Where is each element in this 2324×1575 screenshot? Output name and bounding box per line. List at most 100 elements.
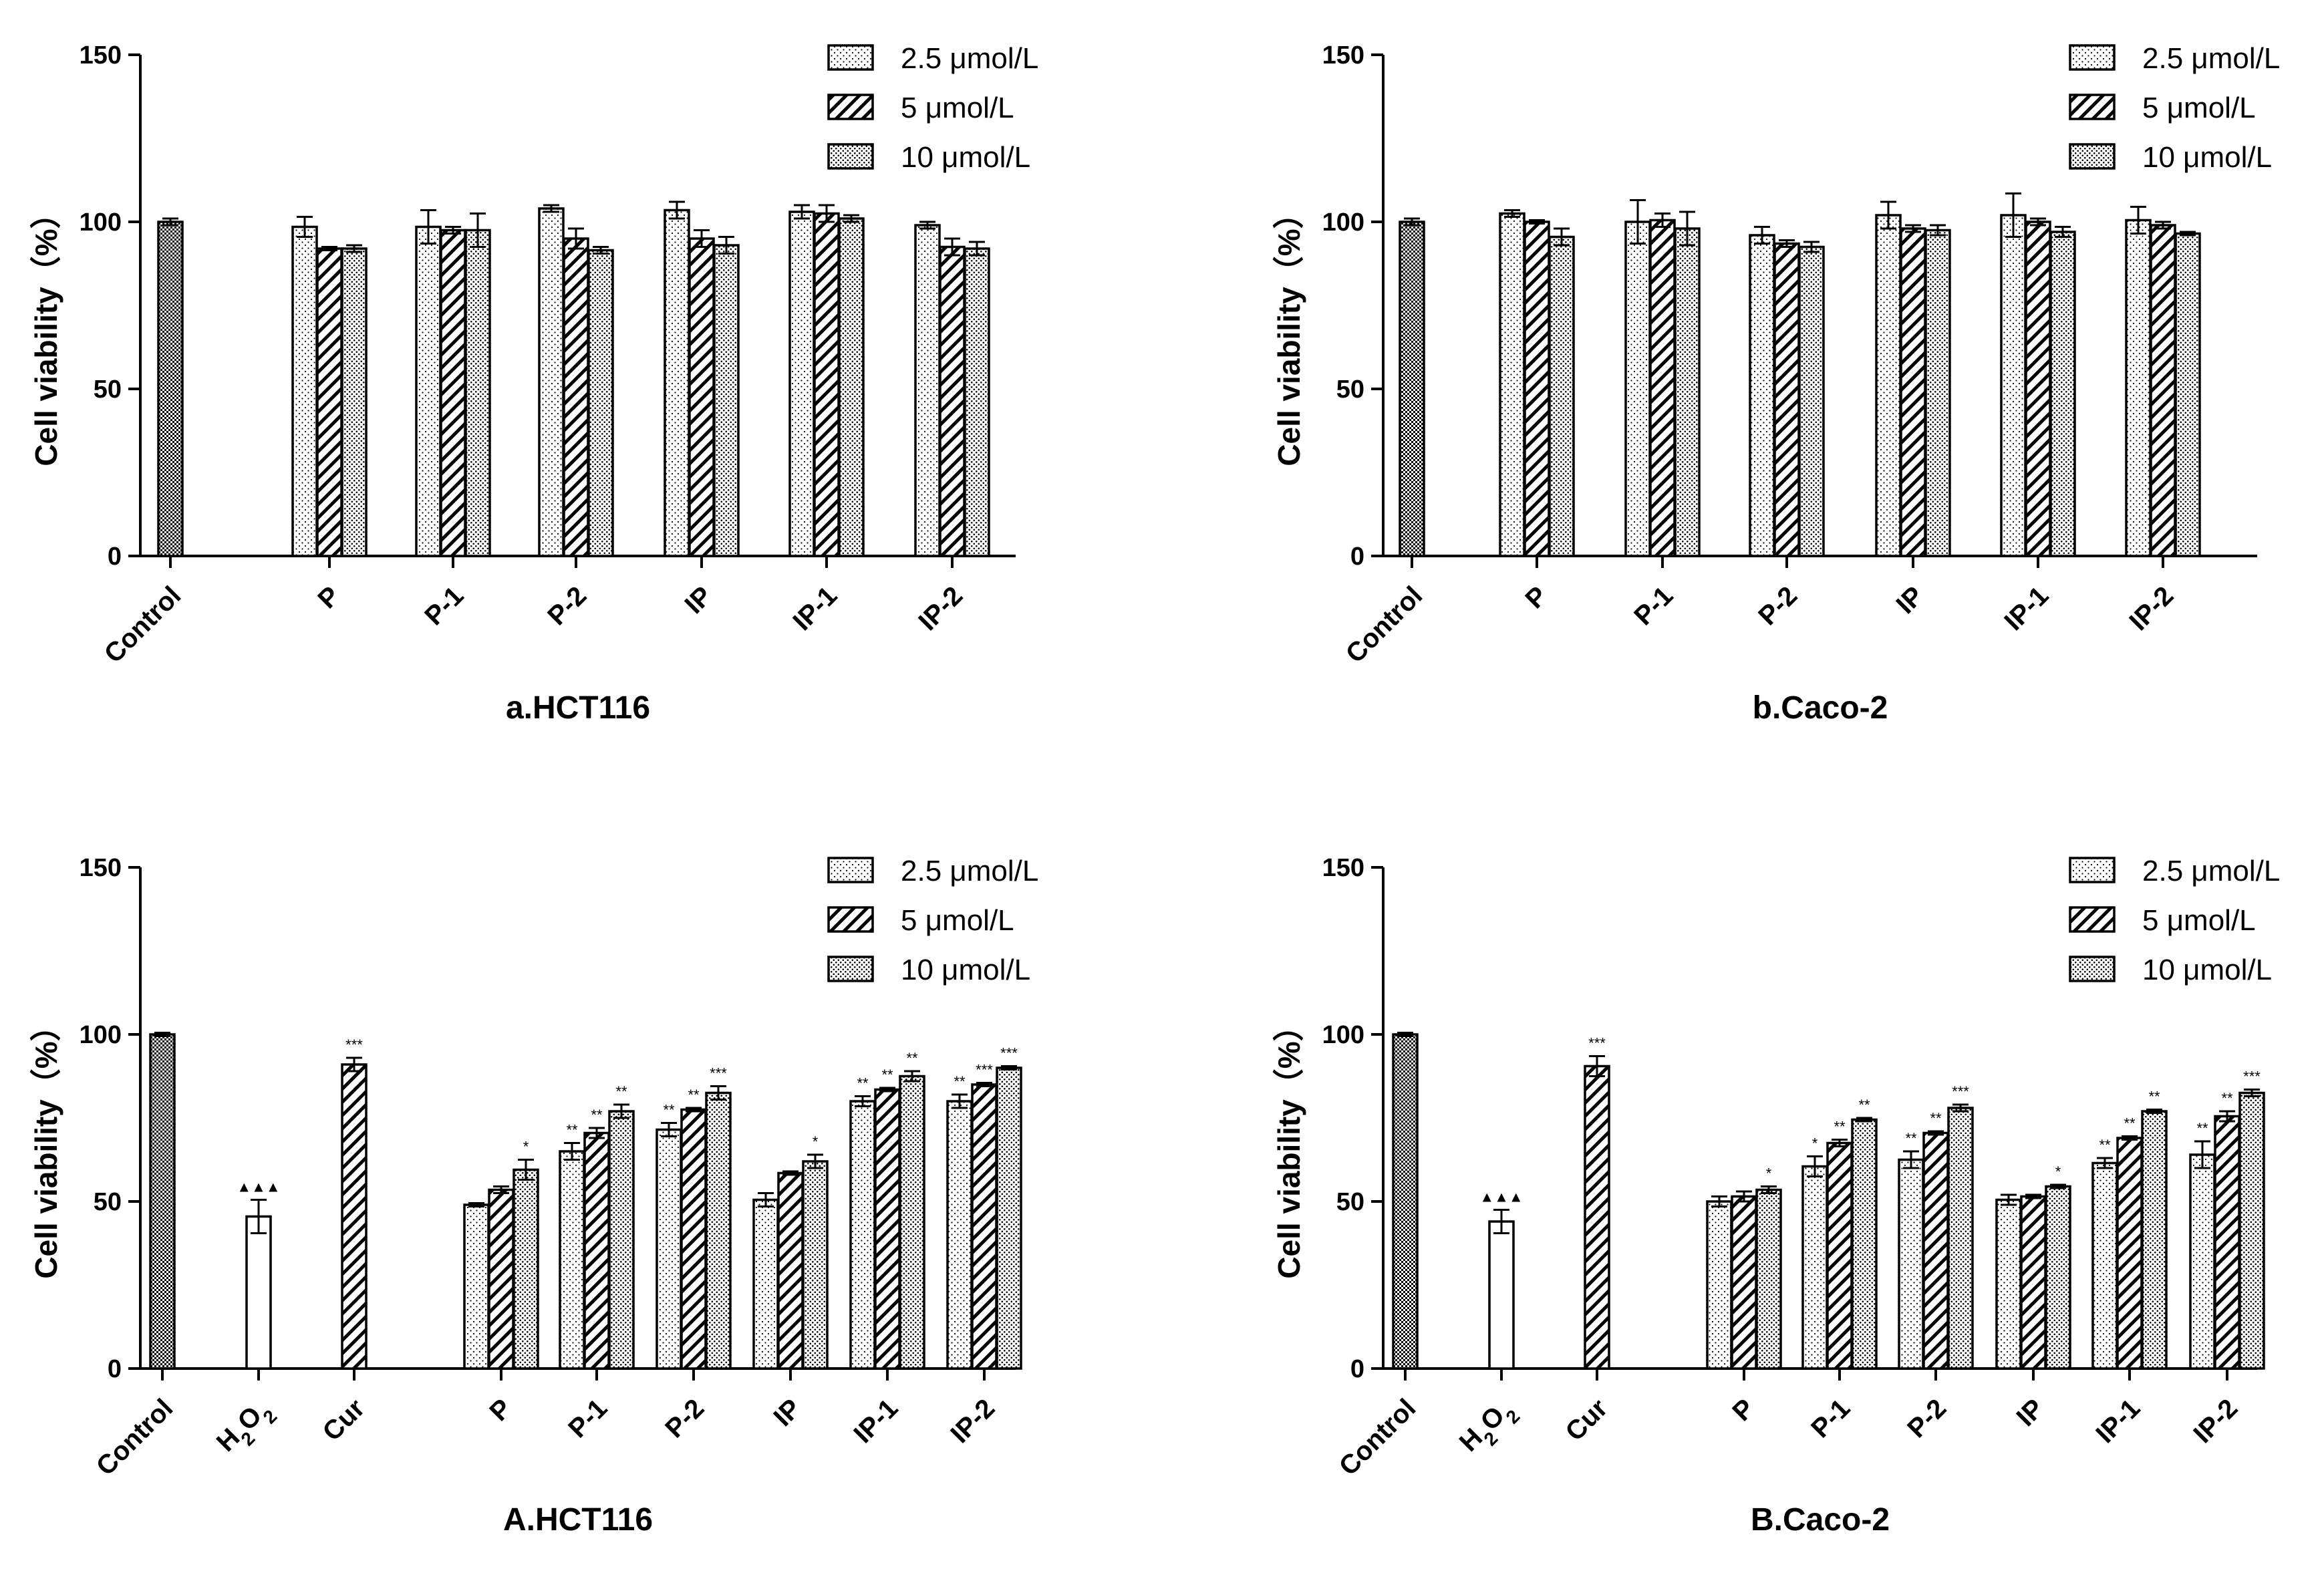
- y-tick-label: 150: [80, 41, 122, 69]
- bar-series: [971, 1083, 998, 1370]
- x-tick-label: Control: [1334, 1393, 1422, 1481]
- legend-entry: 2.5 μmol/L: [901, 855, 1038, 887]
- bar-series: [1773, 242, 1800, 557]
- bar-series: [559, 1150, 585, 1370]
- bar-series: [946, 1100, 973, 1370]
- bar-series: [849, 1100, 876, 1370]
- x-tick-label: H2O2: [1454, 1393, 1523, 1463]
- x-tick-label: IP-1: [787, 581, 843, 636]
- x-tick-label: IP-2: [945, 1393, 1000, 1449]
- x-tick-label: P-2: [660, 1393, 710, 1443]
- bar-series: [1674, 227, 1701, 557]
- significance-label: ▲▲▲: [1479, 1189, 1523, 1205]
- bar-series: [2045, 1185, 2071, 1370]
- significance-label: **: [2148, 1089, 2160, 1105]
- x-tick-label: IP-1: [1999, 581, 2054, 636]
- bar-series: [964, 247, 990, 557]
- x-tick-label: P: [1727, 1393, 1760, 1427]
- bar-control: [157, 221, 184, 557]
- bar-series: [464, 229, 491, 557]
- significance-label: **: [1834, 1119, 1846, 1135]
- y-tick-label: 50: [94, 1188, 122, 1216]
- legend-entry: 10 μmol/L: [2142, 954, 2272, 986]
- bar-series: [680, 1108, 707, 1370]
- bar-series: [1731, 1195, 1757, 1370]
- bar-series: [664, 208, 690, 557]
- bar-series: [1749, 234, 1775, 557]
- legend-swatch: [827, 956, 874, 982]
- y-tick-label: 50: [1336, 1188, 1364, 1216]
- x-tick-label: IP: [1891, 581, 1930, 619]
- x-tick-label: P-1: [563, 1393, 613, 1443]
- bar-series: [2020, 1195, 2047, 1370]
- y-tick-label: 0: [1350, 1355, 1364, 1383]
- legend-entry: 2.5 μmol/L: [2142, 855, 2280, 887]
- y-tick-label: 100: [80, 208, 122, 237]
- bar-series: [563, 237, 589, 557]
- bar-series: [1922, 1131, 1949, 1370]
- x-tick-label: P-1: [1628, 581, 1679, 631]
- x-tick-label: IP: [768, 1393, 807, 1432]
- legend-swatch: [827, 94, 874, 120]
- bar-series: [538, 207, 565, 557]
- bar-series: [1898, 1158, 1924, 1370]
- x-tick-label: Control: [1340, 581, 1429, 669]
- bar-single: [341, 1063, 368, 1370]
- chart-panel-b: 0 50 100 150 Cell viability（%） Control P P-1 P-2…: [1272, 41, 2280, 726]
- bar-series: [1801, 1165, 1828, 1370]
- significance-label: **: [857, 1075, 869, 1092]
- bar-series: [2214, 1115, 2240, 1370]
- bar-series: [996, 1066, 1022, 1370]
- bar-series: [802, 1160, 829, 1370]
- x-tick-label: P: [312, 581, 345, 614]
- bar-series: [1851, 1118, 1878, 1370]
- bar-series: [583, 1131, 610, 1370]
- y-tick-label: 50: [1336, 376, 1364, 404]
- significance-label: **: [2124, 1115, 2136, 1132]
- bar-series: [752, 1198, 779, 1370]
- y-tick-label: 50: [94, 376, 122, 404]
- bar-series: [1624, 221, 1651, 557]
- x-tick-label: IP-1: [848, 1393, 903, 1449]
- bar-series: [939, 245, 966, 557]
- bar-control: [1392, 1033, 1419, 1370]
- x-tick-label: P: [484, 1393, 517, 1427]
- bar-single: [1488, 1220, 1515, 1370]
- y-tick-label: 150: [80, 854, 122, 882]
- significance-label: **: [954, 1073, 966, 1090]
- legend-swatch: [827, 857, 874, 883]
- chart-panel-B: 0 50 100 150 Cell viability（%） Control H2O2 Cur…: [1272, 854, 2280, 1538]
- bar-series: [1706, 1200, 1733, 1370]
- y-tick-label: 0: [108, 1355, 122, 1383]
- significance-label: **: [2196, 1120, 2208, 1137]
- legend-entry: 2.5 μmol/L: [2142, 42, 2280, 75]
- significance-label: **: [906, 1050, 918, 1066]
- chart-panel-A: 0 50 100 150 Cell viability（%） Control H2O2 Cur…: [29, 854, 1038, 1538]
- legend-swatch: [827, 143, 874, 170]
- x-tick-label: Cur: [1560, 1393, 1614, 1447]
- significance-label: ***: [1588, 1035, 1606, 1052]
- bar-series: [1499, 212, 1526, 557]
- legend-swatch: [2069, 956, 2116, 982]
- significance-label: ▲▲▲: [237, 1179, 280, 1195]
- significance-label: *: [1812, 1135, 1818, 1152]
- bar-series: [2238, 1091, 2265, 1370]
- bar-series: [341, 247, 368, 557]
- x-tick-label: P-2: [1902, 1393, 1952, 1443]
- legend-entry: 10 μmol/L: [2142, 141, 2272, 174]
- legend-swatch: [2069, 143, 2116, 170]
- significance-label: *: [523, 1139, 529, 1155]
- bar-series: [1649, 219, 1676, 557]
- significance-label: **: [615, 1083, 627, 1100]
- bar-series: [713, 244, 740, 557]
- bar-series: [2189, 1153, 2216, 1370]
- bar-series: [914, 224, 941, 557]
- y-tick-label: 150: [1322, 854, 1364, 882]
- bar-series: [291, 225, 318, 557]
- y-tick-label: 100: [80, 1021, 122, 1049]
- bar-series: [1755, 1188, 1782, 1370]
- bar-single: [245, 1215, 272, 1370]
- x-tick-label: IP-2: [2188, 1393, 2243, 1449]
- x-tick-label: Control: [91, 1393, 179, 1481]
